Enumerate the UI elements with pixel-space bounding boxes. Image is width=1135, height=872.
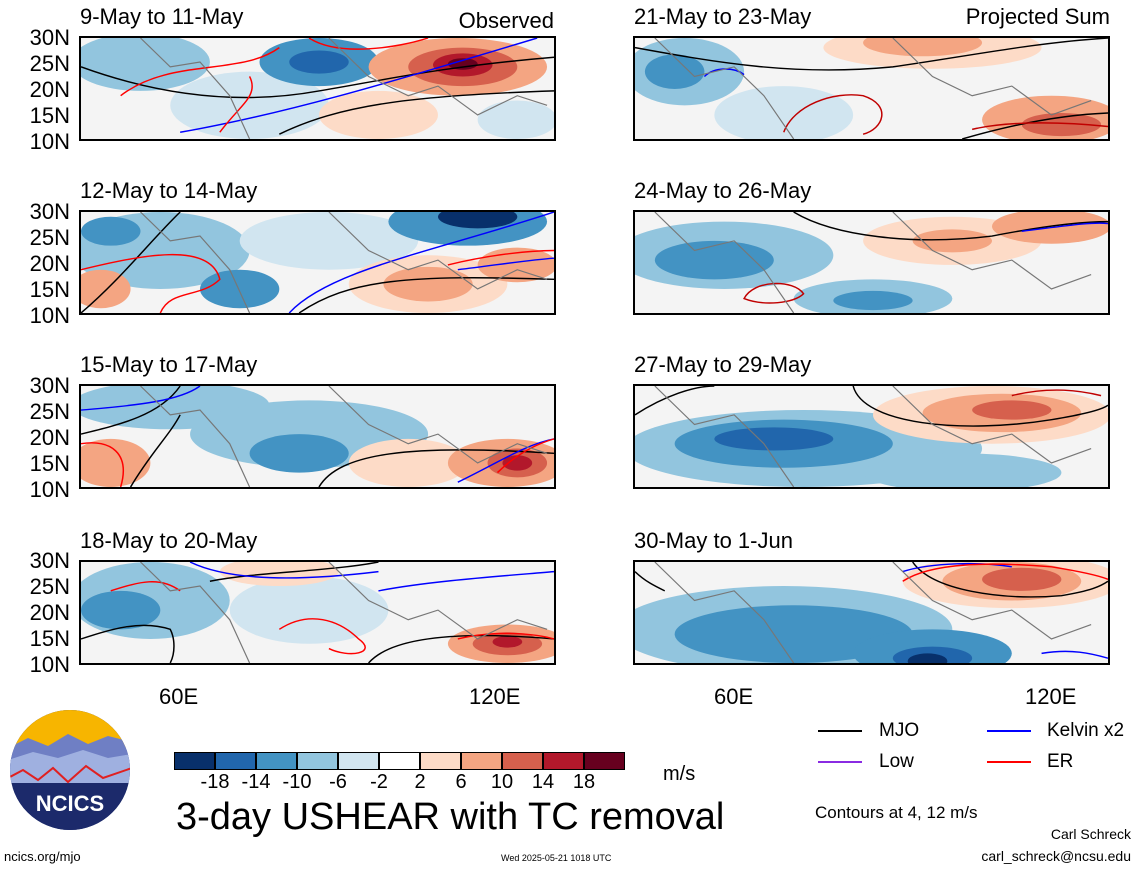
legend-er-line <box>987 761 1031 763</box>
y-tick-label: 15N <box>29 451 70 476</box>
x-tick-label-left-60e: 60E <box>159 684 199 709</box>
colorbar-label: -6 <box>329 771 347 793</box>
credit-name: Carl Schreck <box>1050 826 1131 842</box>
colorbar-swatch <box>297 752 338 770</box>
credit-email: carl_schreck@ncsu.edu <box>981 848 1131 864</box>
map-panel-4 <box>633 210 1110 315</box>
y-tick-label: 30N <box>29 548 70 573</box>
panel-title-8: 30-May to 1-Jun <box>634 528 793 553</box>
map-panel-7 <box>79 560 556 665</box>
map-panel-1 <box>79 36 556 141</box>
panel-title-4: 24-May to 26-May <box>634 178 812 203</box>
map-panel-5 <box>79 384 556 489</box>
y-tick-label: 30N <box>29 199 70 224</box>
y-tick-label: 30N <box>29 25 70 50</box>
colorbar-swatch <box>379 752 420 770</box>
map-panel-2 <box>633 36 1110 141</box>
panel-title-6: 27-May to 29-May <box>634 352 812 377</box>
legend-mjo-line <box>818 730 862 732</box>
colorbar-label: 6 <box>455 771 467 793</box>
y-tick-label: 15N <box>29 277 70 302</box>
colorbar-label: 2 <box>414 771 426 793</box>
legend-low-label: Low <box>879 751 914 772</box>
x-tick-label-right-120e: 120E <box>1025 684 1077 709</box>
colorbar-swatch <box>584 752 625 770</box>
colorbar-swatch <box>338 752 379 770</box>
legend-kelvin-line <box>987 730 1031 732</box>
y-tick-label: 25N <box>29 574 70 599</box>
panel-title-5: 15-May to 17-May <box>80 352 258 377</box>
y-tick-label: 10N <box>29 477 70 502</box>
legend-kelvin-label: Kelvin x2 <box>1047 720 1125 741</box>
panel-title-3: 12-May to 14-May <box>80 178 258 203</box>
map-panel-8 <box>633 560 1110 665</box>
colorbar-swatch <box>174 752 215 770</box>
ncics-logo: NCICS <box>8 708 132 832</box>
legend-er-label: ER <box>1047 751 1074 772</box>
map-panel-6 <box>633 384 1110 489</box>
y-tick-label: 10N <box>29 129 70 154</box>
colorbar-swatch <box>543 752 584 770</box>
colorbar-label: -14 <box>241 771 271 793</box>
y-tick-label: 20N <box>29 251 70 276</box>
y-tick-label: 30N <box>29 373 70 398</box>
panel-title-1: 9-May to 11-May <box>80 4 244 29</box>
legend-low-line <box>818 761 862 763</box>
legend-mjo-label: MJO <box>879 720 920 741</box>
y-tick-label: 15N <box>29 626 70 651</box>
logo-text: NCICS <box>36 791 104 816</box>
x-tick-label-right-60e: 60E <box>714 684 754 709</box>
y-tick-label: 25N <box>29 51 70 76</box>
panel-label-projected: Projected Sum <box>965 4 1110 29</box>
colorbar-label: 10 <box>490 771 514 793</box>
colorbar-label: 14 <box>531 771 555 793</box>
panel-label-observed: Observed <box>458 8 554 33</box>
colorbar-label: -10 <box>282 771 312 793</box>
y-tick-label: 10N <box>29 303 70 328</box>
y-tick-label: 20N <box>29 425 70 450</box>
y-tick-label: 25N <box>29 225 70 250</box>
panel-title-7: 18-May to 20-May <box>80 528 258 553</box>
main-title: 3-day USHEAR with TC removal <box>176 796 725 838</box>
colorbar-swatch <box>256 752 297 770</box>
site-url[interactable]: ncics.org/mjo <box>4 849 81 864</box>
y-tick-label: 10N <box>29 652 70 677</box>
y-tick-label: 25N <box>29 399 70 424</box>
timestamp: Wed 2025-05-21 1018 UTC <box>501 853 612 863</box>
panel-title-2: 21-May to 23-May <box>634 4 812 29</box>
y-tick-label: 15N <box>29 103 70 128</box>
colorbar-swatch <box>420 752 461 770</box>
contours-note: Contours at 4, 12 m/s <box>815 803 978 822</box>
colorbar-swatch <box>461 752 502 770</box>
y-tick-label: 20N <box>29 600 70 625</box>
colorbar-unit: m/s <box>663 763 696 785</box>
colorbar-label: -2 <box>370 771 388 793</box>
colorbar-swatch <box>502 752 543 770</box>
y-tick-label: 20N <box>29 77 70 102</box>
x-tick-label-left-120e: 120E <box>469 684 521 709</box>
colorbar-swatch <box>215 752 256 770</box>
colorbar-label: -18 <box>200 771 230 793</box>
map-panel-3 <box>79 210 556 315</box>
colorbar-label: 18 <box>572 771 596 793</box>
